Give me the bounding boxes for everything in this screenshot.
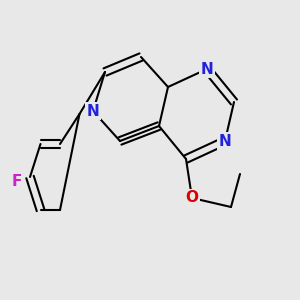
Text: N: N	[87, 103, 99, 118]
Text: O: O	[185, 190, 199, 206]
Text: F: F	[11, 174, 22, 189]
Text: N: N	[219, 134, 231, 148]
Text: N: N	[201, 61, 213, 76]
